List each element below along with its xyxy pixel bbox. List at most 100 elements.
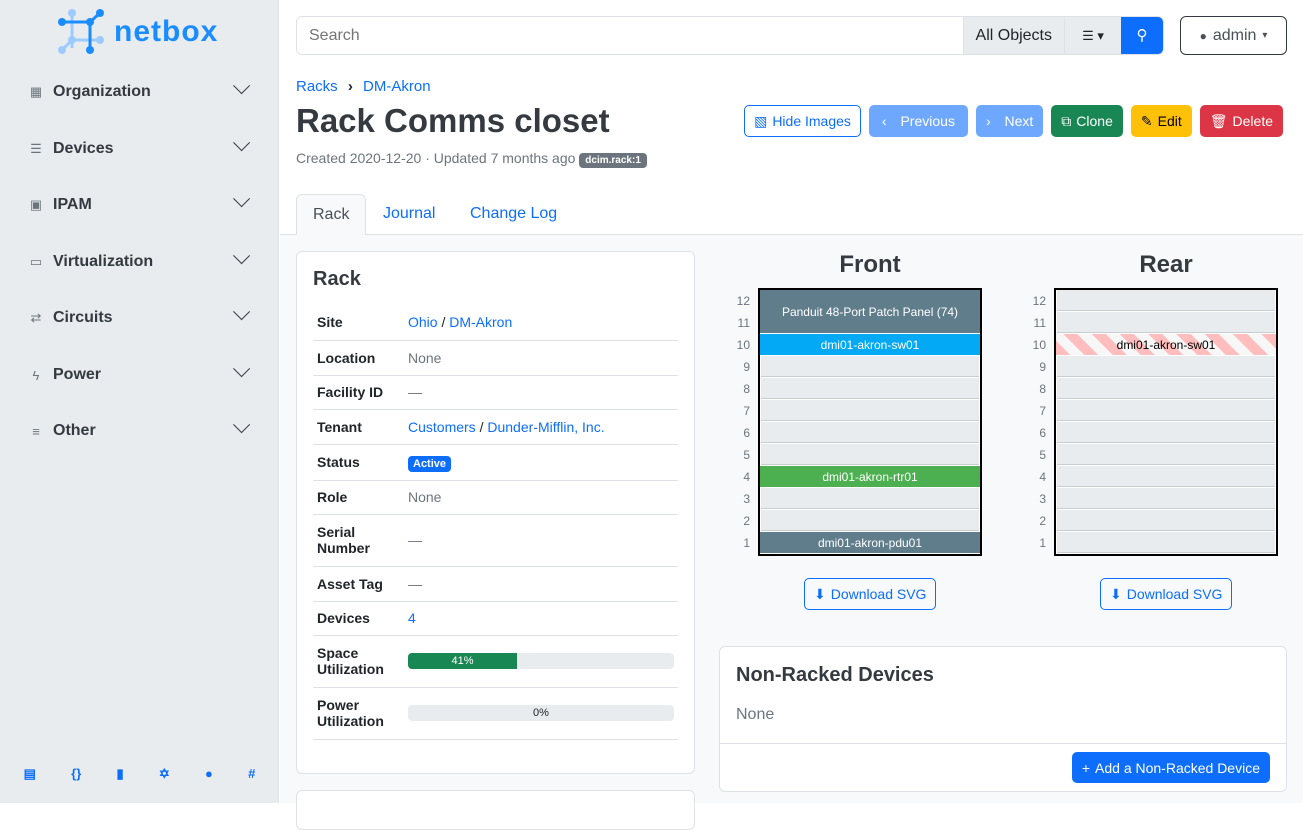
netbox-logo[interactable]: netbox — [58, 8, 218, 56]
non-racked-devices-card: Non-Racked Devices None + Add a Non-Racke… — [719, 646, 1287, 792]
rack-unit-slot — [1057, 488, 1275, 509]
search-input[interactable] — [297, 17, 963, 54]
table-row: Role None — [313, 480, 678, 515]
chevron-down-icon — [233, 190, 251, 208]
unit-number: 5 — [743, 448, 750, 462]
rack-attributes-table: Site Ohio / DM-Akron Location None Facilit… — [313, 305, 678, 740]
download-rear-svg-button[interactable]: ⬇ Download SVG — [1100, 578, 1233, 610]
clone-button[interactable]: ⧉ Clone — [1051, 105, 1123, 137]
row-label: Devices — [313, 601, 404, 636]
button-label: Previous — [900, 113, 955, 129]
search-button[interactable]: ⚲ — [1121, 17, 1163, 54]
building-icon: ▦ — [29, 84, 43, 99]
progress-fill: 41% — [408, 653, 518, 669]
sidebar-item-label: Devices — [53, 140, 114, 157]
table-row: Location None — [313, 340, 678, 376]
previous-button[interactable]: ‹ Previous — [868, 105, 968, 137]
user-menu[interactable]: ● admin ▾ — [1180, 16, 1287, 55]
rear-rack-device[interactable]: dmi01-akron-sw01 — [1056, 334, 1276, 355]
graphql-icon[interactable]: ✡ — [158, 766, 170, 781]
monitor-icon: ▭ — [29, 254, 43, 269]
row-value: — — [404, 375, 678, 410]
table-row: Power Utilization 0% — [313, 687, 678, 740]
unit-number: 7 — [1039, 404, 1046, 418]
tab-journal[interactable]: Journal — [383, 205, 436, 222]
tab-bar: Rack Journal Change Log — [280, 194, 1303, 235]
api-icon[interactable]: {} — [71, 766, 82, 781]
sidebar-item-power[interactable]: ϟ Power — [0, 355, 279, 395]
tab-rack[interactable]: Rack — [296, 194, 367, 235]
region-link[interactable]: Ohio — [408, 314, 438, 331]
delete-button[interactable]: 🗑 Delete — [1199, 105, 1283, 137]
device-name: dmi01-akron-rtr01 — [822, 469, 918, 484]
unit-number: 12 — [1032, 294, 1046, 308]
unit-number: 9 — [1039, 360, 1046, 374]
github-icon[interactable]: ● — [205, 766, 213, 781]
unit-number: 5 — [1039, 448, 1046, 462]
tenant-group-link[interactable]: Customers — [408, 418, 476, 435]
row-value: None — [404, 480, 678, 515]
sidebar-item-devices[interactable]: ☰ Devices — [0, 129, 279, 169]
unit-number: 2 — [743, 514, 750, 528]
file-download-icon: ⬇ — [814, 585, 826, 602]
table-row: Serial Number — — [313, 514, 678, 567]
breadcrumb-racks[interactable]: Racks — [296, 78, 338, 95]
tab-change-log[interactable]: Change Log — [470, 205, 558, 222]
ip-icon: ▣ — [29, 197, 43, 212]
sidebar-item-label: Circuits — [53, 309, 113, 326]
sidebar-item-label: Power — [53, 366, 102, 383]
trash-icon: 🗑 — [1209, 112, 1228, 129]
breadcrumb-site[interactable]: DM-Akron — [363, 78, 431, 95]
sidebar-footer: ▤ {} ▮ ✡ ● # — [0, 766, 279, 782]
unit-number: 3 — [743, 492, 750, 506]
file-download-icon: ⬇ — [1110, 585, 1122, 602]
devices-count-link[interactable]: 4 — [408, 610, 416, 626]
sidebar-item-circuits[interactable]: ⇄ Circuits — [0, 298, 279, 338]
next-button[interactable]: › Next — [975, 105, 1044, 137]
row-value: — — [404, 566, 678, 602]
sidebar-item-virtualization[interactable]: ▭ Virtualization — [0, 242, 279, 282]
edit-button[interactable]: ✎ Edit — [1130, 105, 1192, 137]
row-label: Facility ID — [313, 375, 404, 410]
object-id-badge: dcim.rack:1 — [579, 153, 647, 168]
row-label: Serial Number — [313, 514, 404, 567]
device-name: dmi01-akron-sw01 — [1116, 337, 1216, 352]
docs-icon[interactable]: ▮ — [116, 766, 124, 781]
table-row: Site Ohio / DM-Akron — [313, 305, 678, 341]
rack-details-card: Rack Site Ohio / DM-Akron Location None Fa… — [296, 251, 695, 774]
chevron-down-icon — [233, 360, 251, 378]
search-scope-select[interactable]: All Objects — [962, 17, 1064, 54]
row-label: Role — [313, 480, 404, 515]
caret-down-icon: ▾ — [1262, 30, 1268, 41]
tenant-link[interactable]: Dunder-Mifflin, Inc. — [487, 418, 605, 435]
slack-icon[interactable]: # — [248, 766, 256, 781]
button-label: Hide Images — [772, 113, 851, 129]
row-label: Asset Tag — [313, 566, 404, 602]
sidebar-item-other[interactable]: ≡ Other — [0, 411, 279, 451]
sidebar-item-organization[interactable]: ▦ Organization — [0, 72, 279, 112]
filter-dropdown-icon[interactable]: ☰ ▾ — [1064, 17, 1121, 54]
book-icon[interactable]: ▤ — [23, 766, 36, 781]
site-link[interactable]: DM-Akron — [449, 314, 513, 331]
front-rack-device[interactable]: Panduit 48-Port Patch Panel (74) — [760, 290, 980, 333]
chevron-down-icon — [233, 77, 251, 95]
sidebar-item-ipam[interactable]: ▣ IPAM — [0, 185, 279, 225]
device-name: dmi01-akron-sw01 — [820, 337, 920, 352]
hide-images-button[interactable]: ▧ Hide Images — [744, 105, 861, 137]
chevron-down-icon — [233, 303, 251, 321]
button-label: Delete — [1232, 113, 1273, 129]
add-non-racked-device-button[interactable]: + Add a Non-Racked Device — [1071, 752, 1270, 783]
unit-number: 4 — [743, 470, 750, 484]
front-rack-device[interactable]: dmi01-akron-sw01 — [760, 334, 980, 355]
front-rack-device[interactable]: dmi01-akron-pdu01 — [760, 532, 980, 553]
page-title: Rack Comms closet — [296, 102, 610, 139]
rack-unit-slot — [761, 378, 979, 399]
rack-unit-slot — [1057, 510, 1275, 531]
front-rack-device[interactable]: dmi01-akron-rtr01 — [760, 466, 980, 487]
status-badge: Active — [408, 456, 452, 472]
power-utilization-bar: 0% — [408, 705, 674, 721]
download-front-svg-button[interactable]: ⬇ Download SVG — [804, 578, 937, 610]
chevron-right-icon: › — [985, 113, 991, 129]
rack-unit-slot — [761, 444, 979, 465]
rack-unit-slot — [761, 400, 979, 421]
